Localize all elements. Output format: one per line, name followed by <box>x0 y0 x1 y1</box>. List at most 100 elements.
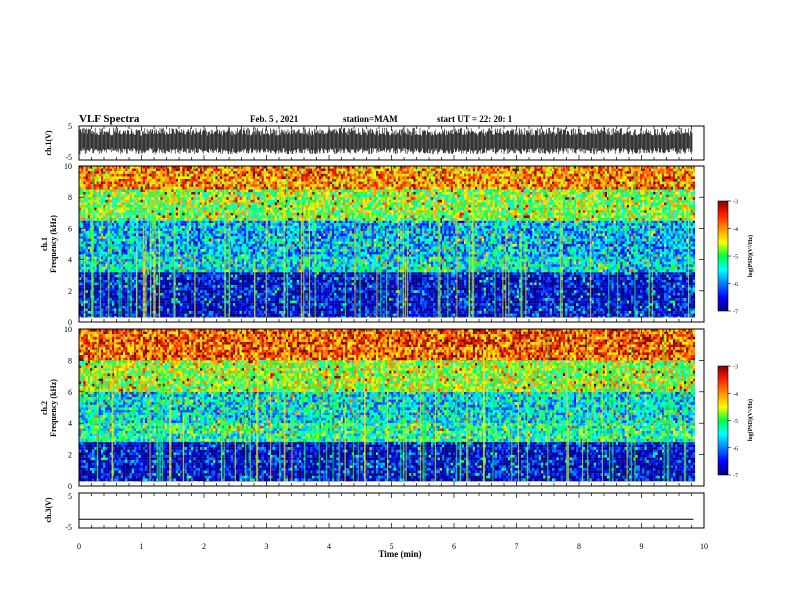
spectrogram-cell <box>138 298 141 301</box>
spectrogram-cell <box>332 287 335 291</box>
spectrogram-cell <box>367 298 370 301</box>
spectrogram-cell <box>618 290 621 293</box>
spectrogram-cell <box>246 298 249 301</box>
spectrogram-cell <box>219 313 223 317</box>
spectrogram-cell <box>316 298 319 301</box>
spectrogram-cell <box>336 305 339 309</box>
spectrogram-cell <box>657 290 660 293</box>
spectrogram-cell <box>151 303 154 306</box>
spectrogram-cell <box>96 292 99 296</box>
spectrogram-cell <box>384 277 388 280</box>
spectrogram-cell <box>257 298 260 301</box>
spectrogram-cell <box>395 313 399 317</box>
spectrogram-cell <box>662 290 665 293</box>
spectrogram-cell <box>688 300 691 304</box>
spectrogram-cell <box>415 300 418 304</box>
spectrogram-cell <box>292 308 295 312</box>
spectrogram-cell <box>609 274 612 278</box>
spectrogram-cell <box>543 285 546 288</box>
spectrogram-cell <box>349 305 352 309</box>
spectrogram-cell <box>296 277 300 280</box>
spectrogram-cell <box>622 287 625 291</box>
spectrogram-cell <box>486 282 489 286</box>
spectrogram-cell <box>541 298 544 301</box>
spectrogram-cell <box>351 285 355 288</box>
spectrogram-cell <box>426 305 429 309</box>
spectrogram-cell <box>536 290 539 293</box>
spectrogram-cell <box>637 279 641 283</box>
spectrogram-cell <box>582 292 586 296</box>
spectrogram-cell <box>488 305 491 309</box>
spectrogram-cell <box>622 300 625 304</box>
spectrogram-cell <box>164 285 168 288</box>
spectrogram-cell <box>655 272 658 275</box>
spectrogram-cell <box>604 277 608 280</box>
spectrogram-cell <box>162 316 165 318</box>
spectrogram-cell <box>125 290 128 293</box>
spectrogram-cell <box>195 308 198 312</box>
spectrogram-cell <box>233 285 236 288</box>
spectrogram-cell <box>527 300 531 304</box>
spectrogram-cell <box>85 303 88 306</box>
spectrogram-cell <box>318 272 322 275</box>
spectrogram-cell <box>239 303 242 306</box>
spectrogram-cell <box>492 311 495 314</box>
spectrogram-cell <box>140 274 143 278</box>
spectrogram-cell <box>688 295 691 299</box>
spectrogram-cell <box>288 295 291 299</box>
spectrogram-cell <box>367 290 370 293</box>
spectrogram-cell <box>235 285 238 288</box>
spectrogram-cell <box>655 274 658 278</box>
spectrogram-cell <box>151 282 154 286</box>
spectrogram-cell <box>351 300 355 304</box>
spectrogram-cell <box>580 303 583 306</box>
spectrogram-cell <box>151 313 154 317</box>
spectrogram-cell <box>230 282 234 286</box>
spectrogram-cell <box>120 287 124 291</box>
spectrogram-cell <box>611 274 614 278</box>
spectrogram-cell <box>461 285 465 288</box>
spectrogram-cell <box>345 311 348 314</box>
spectrogram-cell <box>257 295 260 299</box>
spectrogram-cell <box>664 295 667 299</box>
spectrogram-cell <box>668 290 671 293</box>
spectrogram-cell <box>558 292 561 296</box>
spectrogram-cell <box>239 279 242 283</box>
spectrogram-cell <box>120 282 124 286</box>
spectrogram-cell <box>591 303 594 306</box>
spectrogram-cell <box>360 308 363 312</box>
spectrogram-cell <box>525 282 528 286</box>
spectrogram-cell <box>318 277 322 280</box>
spectrogram-cell <box>316 303 319 306</box>
spectrogram-cell <box>219 292 223 296</box>
spectrogram-cell <box>290 295 293 299</box>
spectrogram-cell <box>164 298 168 301</box>
spectrogram-cell <box>182 303 185 306</box>
spectrogram-cell <box>219 305 223 309</box>
spectrogram-cell <box>675 305 678 309</box>
spectrogram-cell <box>303 277 306 280</box>
spectrogram-cell <box>138 279 141 283</box>
spectrogram-cell <box>640 290 643 293</box>
spectrogram-cell <box>215 300 218 304</box>
spectrogram-cell <box>349 298 352 301</box>
spectrogram-cell <box>226 285 229 288</box>
spectrogram-cell <box>186 272 190 275</box>
spectrogram-cell <box>516 272 520 275</box>
spectrogram-cell <box>345 305 348 309</box>
spectrogram-cell <box>180 282 183 286</box>
spectrogram-cell <box>195 311 198 314</box>
spectrogram-cell <box>387 295 390 299</box>
spectrogram-cell <box>659 303 663 306</box>
spectrogram-cell <box>371 272 374 275</box>
spectrogram-cell <box>338 285 341 288</box>
spectrogram-cell <box>516 279 520 283</box>
spectrogram-cell <box>642 300 645 304</box>
spectrogram-cell <box>340 298 344 301</box>
spectrogram-cell <box>543 311 546 314</box>
spectrogram-cell <box>87 316 91 318</box>
spectrogram-cell <box>343 313 346 317</box>
spectrogram-cell <box>356 279 359 283</box>
spectrogram-cell <box>602 287 605 291</box>
spectrogram-cell <box>527 272 531 275</box>
